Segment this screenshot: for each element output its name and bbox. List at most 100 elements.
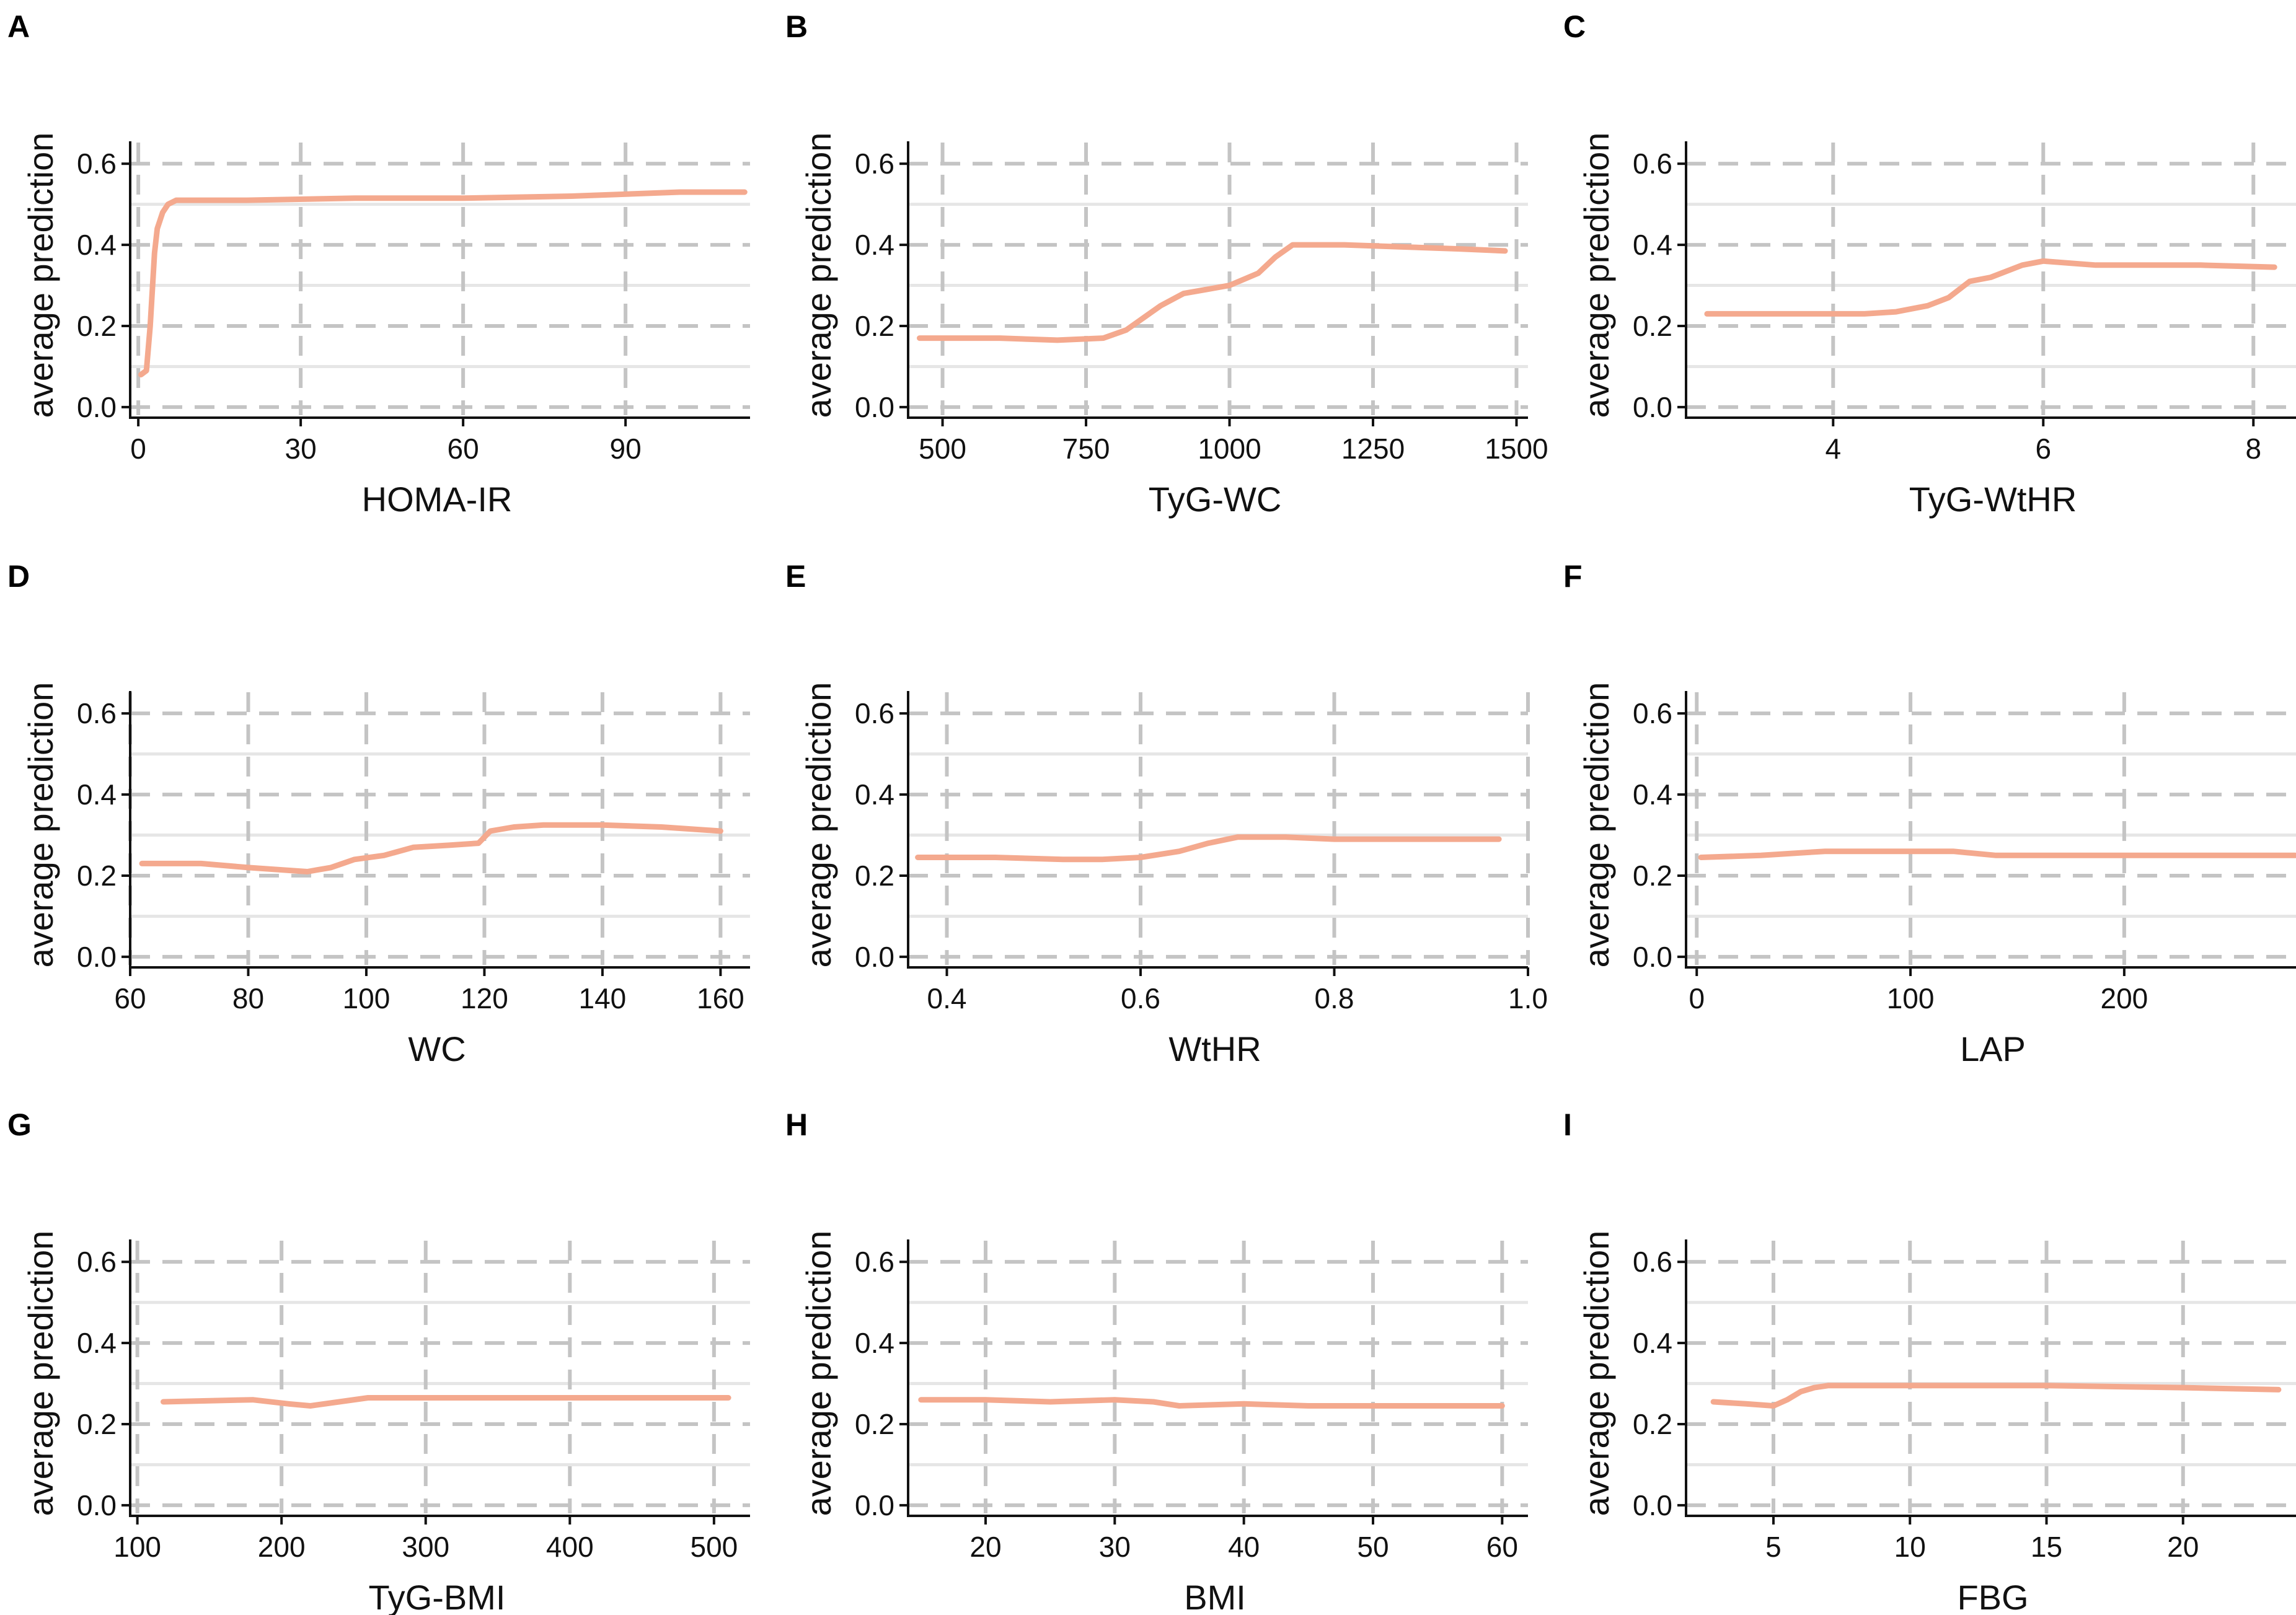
y-tick-label: 0.2: [855, 310, 894, 342]
panel-label: C: [1563, 9, 1586, 44]
x-tick-label: 20: [969, 1531, 1001, 1563]
y-axis-title: average prediction: [1577, 133, 1616, 418]
panel-label: D: [7, 559, 30, 594]
x-axis-title: TyG-WC: [1149, 480, 1282, 519]
x-axis-title: WC: [408, 1029, 466, 1068]
prediction-line: [918, 1397, 1505, 1409]
panel-c: 0.0 0.2 0.4 0.6 4 6 8 TyG-WtHR average predictio…: [1563, 9, 2296, 519]
y-tick-label: 0.0: [855, 941, 894, 973]
x-tick-label: 500: [919, 433, 966, 465]
y-tick-label: 0.4: [77, 778, 117, 811]
x-tick-label: 0.6: [1121, 982, 1160, 1014]
x-tick-label: 30: [1099, 1531, 1131, 1563]
y-tick-label: 0.0: [77, 1489, 117, 1521]
y-tick-label: 0.2: [1633, 310, 1672, 342]
panel-a: 0.0 0.2 0.4 0.6 0 30 60 90 HOMA-IR average predic…: [7, 9, 750, 519]
x-tick-label: 50: [1357, 1531, 1389, 1563]
x-tick-label: 15: [2031, 1531, 2062, 1563]
x-tick-label: 300: [402, 1531, 449, 1563]
y-tick-label: 0.0: [77, 941, 117, 973]
x-axis-title: TyG-WtHR: [1909, 480, 2077, 519]
y-axis-title: average prediction: [799, 682, 838, 968]
panel-label: A: [7, 9, 30, 44]
x-tick-label: 60: [114, 982, 146, 1014]
panel-h: 0.0 0.2 0.4 0.6 20 30 40 50 60 BMI average predict…: [785, 1107, 1528, 1615]
x-tick-label: 500: [690, 1531, 738, 1563]
x-tick-label: 20: [2167, 1531, 2199, 1563]
y-tick-label: 0.0: [855, 391, 894, 423]
prediction-line: [1698, 848, 2296, 860]
y-tick-label: 0.0: [1633, 941, 1672, 973]
y-axis-title: average prediction: [799, 133, 838, 418]
y-tick-label: 0.2: [77, 860, 117, 892]
y-axis-title: average prediction: [21, 1231, 60, 1516]
x-tick-label: 120: [461, 982, 508, 1014]
y-tick-label: 0.2: [1633, 1408, 1672, 1440]
y-tick-label: 0.6: [1633, 1246, 1672, 1278]
panel-g: 0.0 0.2 0.4 0.6 100 200 300 400 500 TyG-BMI averag…: [7, 1107, 750, 1615]
y-tick-label: 0.4: [855, 1327, 894, 1359]
x-tick-label: 1.0: [1508, 982, 1548, 1014]
x-tick-label: 40: [1228, 1531, 1260, 1563]
x-tick-label: 8: [2245, 433, 2261, 465]
y-tick-label: 0.6: [77, 1246, 117, 1278]
y-tick-label: 0.0: [1633, 1489, 1672, 1521]
prediction-line: [917, 242, 1508, 343]
prediction-line: [915, 834, 1502, 863]
panel-f: 0.0 0.2 0.4 0.6 0 100 200 LAP average prediction…: [1563, 559, 2296, 1068]
y-tick-label: 0.2: [855, 1408, 894, 1440]
y-tick-label: 0.4: [77, 1327, 117, 1359]
y-tick-label: 0.6: [77, 147, 117, 180]
x-axis-title: HOMA-IR: [362, 480, 513, 519]
x-axis-title: TyG-BMI: [369, 1578, 506, 1615]
y-tick-label: 0.4: [77, 229, 117, 261]
x-tick-label: 10: [1894, 1531, 1926, 1563]
y-tick-label: 0.2: [77, 310, 117, 342]
x-tick-label: 1000: [1198, 433, 1261, 465]
y-tick-label: 0.0: [855, 1489, 894, 1521]
x-axis-title: FBG: [1957, 1578, 2028, 1615]
x-tick-label: 1250: [1341, 433, 1405, 465]
y-tick-label: 0.4: [1633, 778, 1672, 811]
y-tick-label: 0.6: [855, 1246, 894, 1278]
x-tick-label: 30: [285, 433, 317, 465]
y-tick-label: 0.4: [1633, 229, 1672, 261]
x-axis-title: LAP: [1960, 1029, 2026, 1068]
y-tick-label: 0.0: [77, 391, 117, 423]
panel-label: F: [1563, 559, 1583, 594]
prediction-line: [1710, 1383, 2282, 1409]
y-tick-label: 0.6: [1633, 697, 1672, 729]
x-tick-label: 4: [1825, 433, 1841, 465]
prediction-line: [1704, 258, 2277, 317]
y-axis-title: average prediction: [1577, 1231, 1616, 1516]
x-tick-label: 100: [1887, 982, 1935, 1014]
x-axis-title: WtHR: [1168, 1029, 1261, 1068]
x-tick-label: 0: [130, 433, 146, 465]
panel-i: 0.0 0.2 0.4 0.6 5 10 15 20 FBG average prediction…: [1563, 1107, 2296, 1615]
panel-b: 0.0 0.2 0.4 0.6 500 750 1000 1250 1500 TyG-WC aver…: [785, 9, 1548, 519]
y-tick-label: 0.6: [77, 697, 117, 729]
x-tick-label: 90: [610, 433, 642, 465]
y-axis-title: average prediction: [799, 1231, 838, 1516]
x-tick-label: 1500: [1485, 433, 1548, 465]
panel-e: 0.0 0.2 0.4 0.6 0.4 0.6 0.8 1.0 WtHR average pred…: [785, 559, 1548, 1068]
x-tick-label: 0: [1689, 982, 1705, 1014]
panel-label: H: [785, 1107, 808, 1142]
x-tick-label: 750: [1062, 433, 1110, 465]
x-axis-title: BMI: [1184, 1578, 1246, 1615]
prediction-line: [161, 1395, 731, 1409]
x-tick-label: 200: [2101, 982, 2148, 1014]
y-tick-label: 0.4: [855, 778, 894, 811]
x-tick-label: 5: [1765, 1531, 1782, 1563]
y-axis-title: average prediction: [1577, 682, 1616, 968]
x-tick-label: 200: [258, 1531, 306, 1563]
x-tick-label: 60: [1486, 1531, 1518, 1563]
y-tick-label: 0.2: [77, 1408, 117, 1440]
x-tick-label: 400: [546, 1531, 594, 1563]
x-tick-label: 100: [113, 1531, 161, 1563]
panel-label: G: [7, 1107, 32, 1142]
y-tick-label: 0.0: [1633, 391, 1672, 423]
panel-d: 0.0 0.2 0.4 0.6 60 80 100 120 140 160 WC average pr…: [7, 559, 750, 1068]
y-tick-label: 0.6: [855, 147, 894, 180]
